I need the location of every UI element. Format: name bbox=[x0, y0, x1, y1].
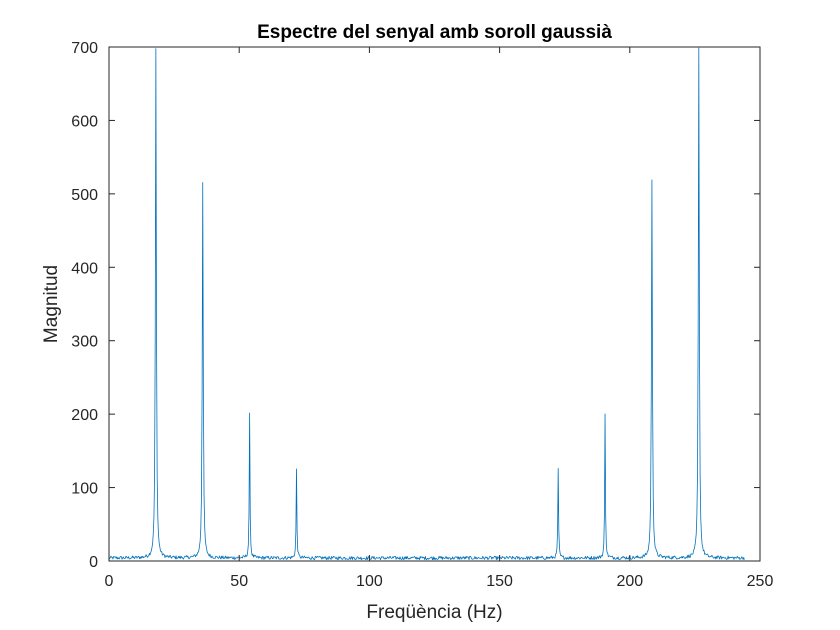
axes-box bbox=[108, 46, 761, 562]
y-tick-label: 200 bbox=[71, 407, 98, 424]
y-tick-label: 400 bbox=[71, 260, 98, 277]
series-0-line bbox=[108, 47, 745, 561]
y-tick-label: 700 bbox=[71, 40, 98, 57]
x-tick-label: 200 bbox=[616, 573, 643, 590]
y-tick-label: 300 bbox=[71, 334, 98, 351]
x-tick-labels: 0 50 100 150 200 250 bbox=[105, 573, 774, 590]
x-tick-label: 0 bbox=[105, 573, 114, 590]
plot-area-background bbox=[109, 47, 760, 561]
y-axis-label: Magnitud bbox=[41, 265, 62, 343]
x-tick-label: 250 bbox=[747, 573, 774, 590]
y-tick-label: 500 bbox=[71, 187, 98, 204]
x-tick-label: 50 bbox=[230, 573, 248, 590]
x-tick-label: 150 bbox=[486, 573, 513, 590]
y-tick-label: 600 bbox=[71, 113, 98, 130]
series-layer bbox=[108, 47, 745, 561]
y-tick-label: 100 bbox=[71, 481, 98, 498]
y-tick-labels: 0 100 200 300 400 500 600 700 bbox=[71, 40, 98, 571]
x-tick-label: 100 bbox=[356, 573, 383, 590]
x-axis-label: Freqüència (Hz) bbox=[366, 602, 502, 623]
axes-layer bbox=[108, 46, 761, 562]
chart-title: Espectre del senyal amb soroll gaussià bbox=[257, 22, 612, 43]
y-tick-label: 0 bbox=[89, 554, 98, 571]
